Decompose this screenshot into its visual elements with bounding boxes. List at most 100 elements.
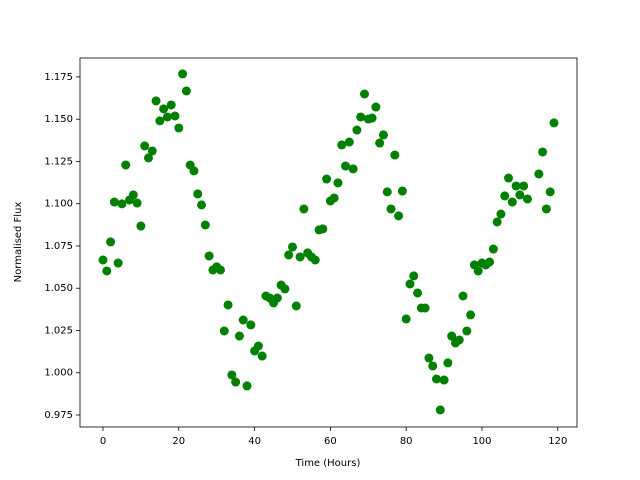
data-point [488,244,498,254]
data-point [424,353,434,363]
x-tick-label: 80 [400,436,413,447]
data-point [439,375,449,385]
data-point [197,200,207,210]
data-point [155,116,165,126]
data-point [147,146,157,156]
data-point [390,150,400,160]
data-point [511,181,521,191]
data-point [140,141,150,151]
data-point [246,320,256,330]
plot-frame [79,57,578,428]
data-point [272,293,282,303]
data-point [98,255,108,265]
data-point [454,335,464,345]
x-tick-label: 20 [172,436,185,447]
data-point [382,187,392,197]
data-point [522,194,532,204]
x-tick-label: 100 [472,436,491,447]
y-tick-label: 1.175 [44,72,73,83]
data-point [458,291,468,301]
data-point [397,186,407,196]
data-point [117,199,127,209]
data-point [151,96,161,106]
data-point [189,166,199,176]
data-point [333,178,343,188]
data-point [360,89,370,99]
data-point [394,211,404,221]
data-point [538,147,548,157]
data-point [337,140,347,150]
data-point [534,169,544,179]
data-point [231,377,241,387]
data-point [329,193,339,203]
x-tick-label: 120 [548,436,567,447]
data-point [143,153,153,163]
data-point [473,266,483,276]
data-point [500,191,510,201]
data-point [132,198,142,208]
x-tick-label: 40 [248,436,261,447]
data-point [432,374,442,384]
data-point [371,102,381,112]
data-point [299,204,309,214]
data-point [318,224,328,234]
data-point [492,217,502,227]
data-point [200,220,210,230]
data-point [287,242,297,252]
data-point [549,118,559,128]
data-point [128,190,138,200]
data-point [405,279,415,289]
y-axis-label: Normalised Flux [13,202,24,283]
data-point [322,174,332,184]
y-tick-label: 1.150 [44,114,73,125]
y-tick-label: 1.000 [44,368,73,379]
data-point [166,100,176,110]
data-point [215,265,225,275]
x-tick-label: 0 [100,436,106,447]
data-point [352,125,362,135]
data-point [295,252,305,262]
data-point [227,370,237,380]
data-point [519,181,529,191]
data-point [109,197,119,207]
data-point [223,300,233,310]
data-point [291,301,301,311]
data-point [242,381,252,391]
data-point [238,315,248,325]
data-point [253,341,263,351]
data-point [485,257,495,267]
data-point [413,288,423,298]
x-tick-label: 60 [324,436,337,447]
data-point [378,130,388,140]
data-point [435,405,445,415]
data-point [428,361,438,371]
data-point [181,86,191,96]
data-point [310,255,320,265]
data-point [193,189,203,199]
data-point [462,326,472,336]
y-tick-label: 1.100 [44,199,73,210]
y-tick-label: 1.050 [44,283,73,294]
y-tick-label: 1.075 [44,241,73,252]
data-point [170,111,180,121]
data-point [341,161,351,171]
data-point [496,209,506,219]
data-point [367,113,377,123]
data-point [401,314,411,324]
data-point [507,197,517,207]
data-point [541,204,551,214]
data-point [136,221,146,231]
data-point [162,112,172,122]
data-point [504,173,514,183]
data-point [356,112,366,122]
data-point [386,204,396,214]
data-point [219,326,229,336]
data-point [409,271,419,281]
data-point [280,284,290,294]
data-point [348,164,358,174]
data-point [443,358,453,368]
data-point [106,237,116,247]
data-point [159,104,169,114]
